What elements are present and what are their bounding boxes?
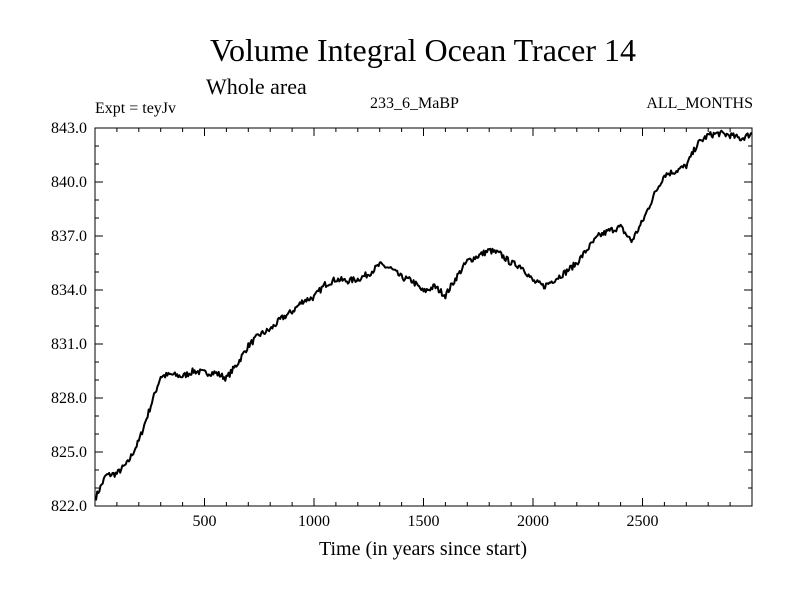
months-label: ALL_MONTHS [646,95,753,112]
x-tick-label: 1500 [408,513,440,530]
run-label: 233_6_MaBP [370,95,459,112]
y-tick-label: 822.0 [51,498,87,515]
x-axis-label: Time (in years since start) [318,538,528,560]
expt-label: Expt = teyJv [95,100,177,117]
y-tick-label: 837.0 [51,228,87,245]
y-tick-label: 843.0 [51,120,87,137]
axis-tick-labels: 500 1000 1500 2000 2500 822.0 825.0 828.0 831.0 8… [51,120,659,530]
y-tick-label: 834.0 [51,282,87,299]
x-tick-label: 2500 [627,513,659,530]
plot-frame [94,127,753,507]
x-tick-label: 500 [193,513,217,530]
axis-ticks [95,128,752,506]
y-tick-label: 831.0 [51,336,87,353]
x-tick-label: 2000 [517,513,549,530]
y-tick-label: 840.0 [51,174,87,191]
y-tick-label: 825.0 [51,444,87,461]
chart-title: Volume Integral Ocean Tracer 14 [210,32,636,68]
series-line-tracer-14 [94,129,753,501]
chart-subtitle: Whole area [206,74,307,99]
x-tick-label: 1000 [298,513,330,530]
y-tick-label: 828.0 [51,390,87,407]
